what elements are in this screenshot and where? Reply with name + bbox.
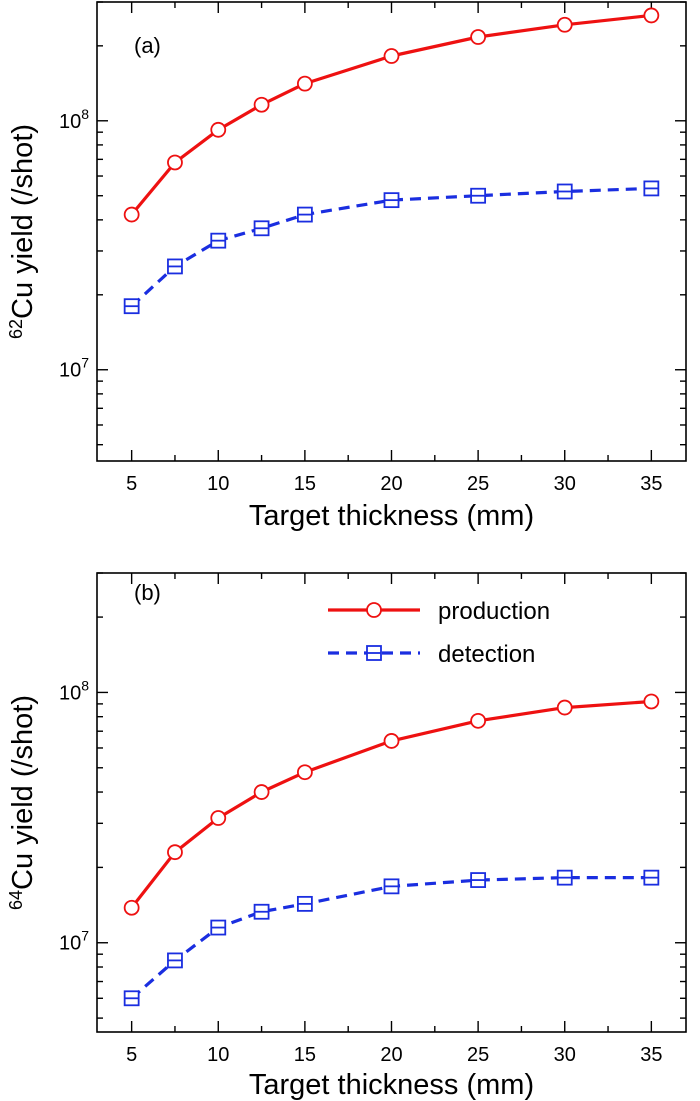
data-point-production xyxy=(296,764,313,781)
x-tick-label: 35 xyxy=(640,473,662,495)
data-point-production xyxy=(383,48,400,64)
legend: production detection xyxy=(328,598,550,668)
series-detection xyxy=(123,180,660,315)
x-tick-label: 25 xyxy=(467,473,489,495)
y-axis-label: 62Cu yield (/shot) xyxy=(6,124,39,339)
y-tick-label: 108 xyxy=(59,677,89,704)
data-point-production xyxy=(167,154,183,171)
data-point-production xyxy=(253,784,270,800)
series-production xyxy=(123,7,660,223)
legend-label-production: production xyxy=(438,598,550,625)
x-tick-label: 35 xyxy=(640,1044,662,1066)
x-tick-label: 20 xyxy=(380,1044,402,1066)
x-tick-label: 5 xyxy=(126,1044,137,1066)
data-point-production xyxy=(296,75,313,92)
y-tick-label: 108 xyxy=(59,106,89,133)
x-tick-label: 5 xyxy=(126,473,137,495)
legend-marker-production xyxy=(366,602,382,618)
y-tick-label: 107 xyxy=(59,928,89,955)
series-production xyxy=(123,693,660,916)
data-point-production xyxy=(556,16,573,33)
series-line-detection xyxy=(130,876,652,1000)
series-line-production xyxy=(130,13,652,216)
data-point-production xyxy=(123,899,140,916)
data-point-production xyxy=(643,7,660,24)
x-tick-label: 30 xyxy=(554,473,576,495)
data-point-production xyxy=(253,96,270,113)
plot-frame xyxy=(96,1,687,462)
x-axis-label: Target thickness (mm) xyxy=(249,1069,534,1101)
x-tick-label: 25 xyxy=(467,1044,489,1066)
data-point-production xyxy=(470,712,487,729)
data-point-production xyxy=(123,206,140,223)
x-tick-label: 10 xyxy=(207,473,229,495)
chart-panel-a: 5 10 15 20 25 30 35 107 108 Target thickness (mm)… xyxy=(6,1,687,532)
data-point-production xyxy=(556,699,573,716)
series-detection xyxy=(123,869,660,1007)
panel-label: (b) xyxy=(134,580,161,605)
data-point-production xyxy=(643,693,660,710)
data-point-production xyxy=(210,121,227,138)
x-axis-label: Target thickness (mm) xyxy=(249,500,534,532)
x-tick-label: 20 xyxy=(380,473,402,495)
y-tick-label: 107 xyxy=(59,355,89,382)
data-point-production xyxy=(383,733,400,749)
data-point-production xyxy=(167,844,183,861)
legend-label-detection: detection xyxy=(438,641,535,668)
x-tick-label: 15 xyxy=(294,1044,316,1066)
chart-panel-b: 5 10 15 20 25 30 35 107 108 Target thickness (mm)… xyxy=(6,572,687,1101)
y-axis-label: 64Cu yield (/shot) xyxy=(6,695,39,910)
plot-frame xyxy=(96,572,687,1033)
x-tick-label: 15 xyxy=(294,473,316,495)
data-point-production xyxy=(210,810,227,826)
data-point-production xyxy=(470,29,487,45)
x-tick-label: 30 xyxy=(554,1044,576,1066)
panel-label: (a) xyxy=(134,33,161,58)
x-tick-label: 10 xyxy=(207,1044,229,1066)
